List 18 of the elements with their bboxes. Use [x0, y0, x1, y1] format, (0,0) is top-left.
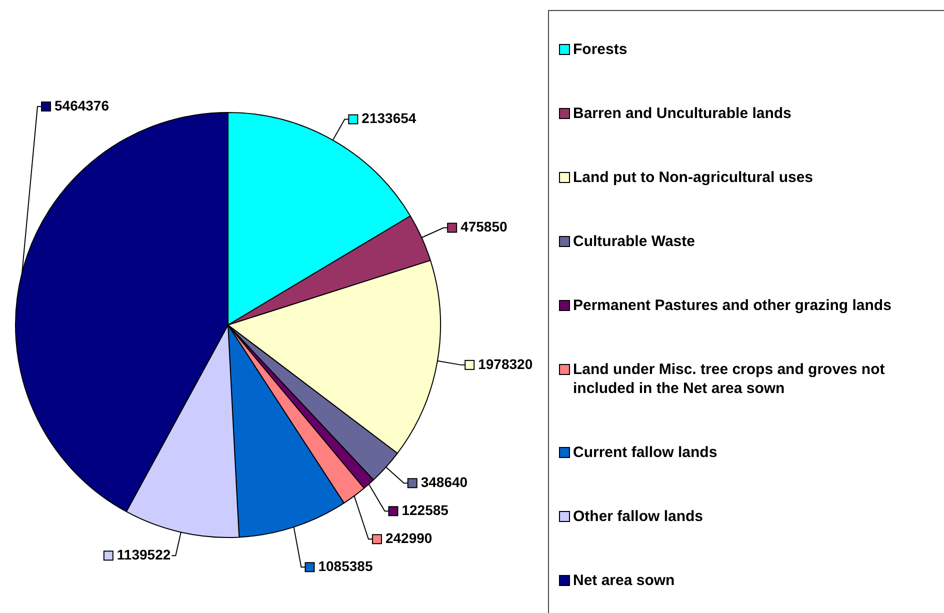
- data-label: 475850: [460, 218, 508, 235]
- legend-label: Current fallow lands: [573, 443, 718, 462]
- legend-label: Other fallow lands: [573, 507, 704, 526]
- data-label: 242990: [385, 530, 432, 546]
- legend-label: Culturable Waste: [573, 232, 695, 251]
- legend-label: Barren and Unculturable lands: [573, 104, 792, 123]
- legend-label: Land under Misc. tree crops and groves not included in the Net area sown: [573, 360, 886, 398]
- legend-label: Forests: [573, 40, 628, 59]
- data-label: 348640: [420, 474, 468, 490]
- legend-label: Permanent Pastures and other grazing lands: [573, 296, 892, 315]
- legend-label: Land put to Non-agricultural uses: [573, 168, 814, 187]
- data-label: 5464376: [54, 97, 110, 114]
- data-label: 122585: [402, 502, 449, 518]
- legend-label: Net area sown: [573, 571, 675, 590]
- data-label: 2133654: [362, 110, 416, 126]
- data-label: 1978320: [478, 356, 533, 372]
- data-label: 1139522: [116, 546, 171, 562]
- data-label: 1085385: [318, 558, 373, 574]
